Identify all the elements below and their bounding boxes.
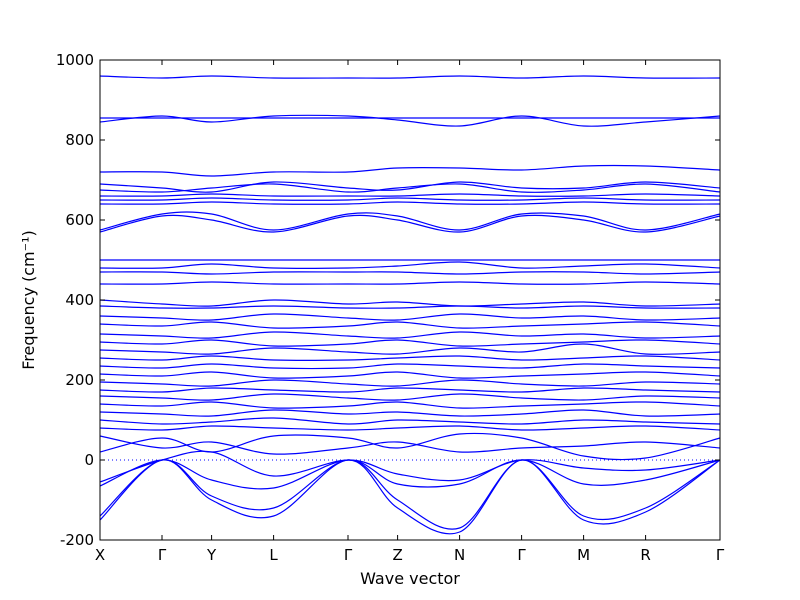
phonon-branch-17: [99, 339, 721, 347]
x-tick-label: Γ: [716, 546, 725, 564]
phonon-branch-0: [99, 459, 721, 535]
phonon-branch-2: [99, 459, 721, 490]
x-tick-label: Y: [206, 546, 217, 564]
x-tick-label: M: [577, 546, 590, 564]
phonon-branch-24: [99, 271, 721, 275]
phonon-branch-34: [99, 164, 721, 177]
phonon-branch-25: [99, 261, 721, 269]
phonon-branch-29: [99, 201, 721, 205]
y-tick-label: 800: [65, 131, 94, 149]
phonon-branch-35: [99, 114, 721, 127]
phonon-branch-12: [99, 379, 721, 387]
y-tick-label: 200: [65, 371, 94, 389]
phonon-branch-6: [99, 425, 721, 431]
phonon-branch-19: [99, 321, 721, 329]
phonon-branch-5: [99, 435, 721, 455]
x-tick-label: R: [640, 546, 650, 564]
phonon-branch-11: [99, 387, 721, 393]
phonon-branch-30: [99, 197, 721, 201]
x-tick-label: N: [454, 546, 465, 564]
phonon-branch-4: [99, 432, 721, 461]
phonon-branch-31: [99, 193, 721, 197]
y-axis-label: Frequency (cm⁻¹): [19, 230, 38, 369]
y-tick-label: 1000: [56, 51, 94, 69]
phonon-branch-37: [99, 75, 721, 79]
x-axis-label: Wave vector: [360, 569, 460, 588]
phonon-branch-22: [99, 299, 721, 307]
phonon-branch-14: [99, 363, 721, 370]
phonon-branch-21: [99, 305, 721, 309]
phonon-branch-27: [99, 214, 721, 233]
phonon-branch-9: [99, 401, 721, 409]
phonon-branch-8: [99, 409, 721, 417]
phonon-branch-1: [99, 459, 721, 530]
x-tick-label: Γ: [158, 546, 167, 564]
phonon-branch-13: [99, 371, 721, 379]
phonon-branch-16: [99, 343, 721, 355]
y-tick-label: -200: [60, 531, 94, 549]
x-tick-label: Γ: [517, 546, 526, 564]
plot-frame: [99, 59, 721, 541]
x-tick-label: X: [95, 546, 105, 564]
phonon-branch-15: [99, 355, 721, 361]
y-tick-label: 400: [65, 291, 94, 309]
phonon-branch-7: [99, 417, 721, 425]
phonon-branch-33: [99, 181, 721, 193]
y-tick-label: 0: [84, 451, 94, 469]
x-tick-label: Z: [392, 546, 402, 564]
y-tick-label: 600: [65, 211, 94, 229]
x-tick-label: Γ: [344, 546, 353, 564]
phonon-branch-3: [99, 450, 721, 483]
phonon-branch-18: [99, 331, 721, 339]
y-axis-ticks: 1000 800 600 400 200 0 -200: [56, 51, 720, 549]
phonon-branch-28: [99, 211, 721, 231]
phonon-branch-32: [99, 183, 721, 193]
x-tick-label: L: [269, 546, 278, 564]
phonon-branch-20: [99, 313, 721, 321]
phonon-branch-10: [99, 393, 721, 401]
phonon-branch-23: [99, 281, 721, 285]
dispersion-curves: [99, 75, 721, 535]
